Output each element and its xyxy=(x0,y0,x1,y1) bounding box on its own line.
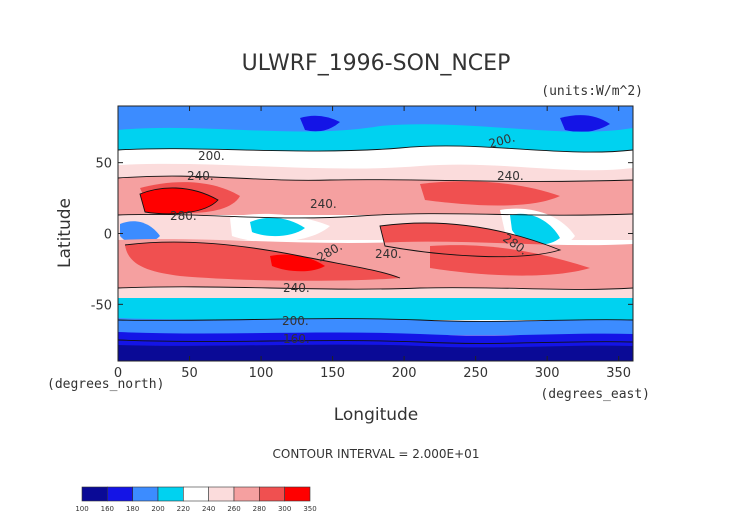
contour-label: 200. xyxy=(198,149,225,163)
south-warm-region xyxy=(125,242,400,281)
x-tick-label: 250 xyxy=(463,366,488,381)
contour-label: 240. xyxy=(187,169,214,183)
x-unit-label: (degrees_east) xyxy=(540,387,650,402)
north-warm-region-2 xyxy=(420,181,560,206)
band-south-pink xyxy=(118,286,633,300)
colorbar-tick-label: 350 xyxy=(303,505,316,513)
y-unit-label: (degrees_north) xyxy=(47,377,164,392)
colorbar-tick-label: 160 xyxy=(101,505,114,513)
colorbar-tick-label: 300 xyxy=(278,505,291,513)
equatorial-convection-3 xyxy=(120,221,160,245)
colorbar-swatch xyxy=(183,486,209,502)
x-tick-label: 150 xyxy=(320,366,345,381)
south-hot-region xyxy=(270,254,325,272)
colorbar-swatch xyxy=(81,486,108,502)
contour-label: 200. xyxy=(282,314,309,328)
colorbar-tick-label: 280 xyxy=(253,505,266,513)
contour-label: 240. xyxy=(310,197,337,211)
y-tick-label: 0 xyxy=(104,228,112,243)
contour-label: 160. xyxy=(283,332,310,346)
contour-interval-label: CONTOUR INTERVAL = 2.000E+01 xyxy=(273,447,480,461)
x-tick-label: 50 xyxy=(181,366,198,381)
band-south-blue xyxy=(118,318,633,335)
contour-label: 280. xyxy=(170,209,197,223)
x-axis: 0 50 100 150 200 250 300 350 xyxy=(114,106,631,381)
y-tick-label: -50 xyxy=(91,298,112,313)
colorbar-swatch xyxy=(259,486,285,502)
colorbar-tick-label: 240 xyxy=(202,505,215,513)
band-south-polar xyxy=(118,344,633,361)
contour-label: 240. xyxy=(375,247,402,261)
south-warm-region-2 xyxy=(430,245,590,276)
contour-field: 200. 240. 280. 240. 280. 240. 200. 240. … xyxy=(118,106,633,361)
colorbar-tick-label: 100 xyxy=(75,505,88,513)
y-axis: 50 0 -50 xyxy=(91,157,633,313)
colorbar: 100 160 180 200 220 240 260 280 300 350 xyxy=(75,486,317,513)
contour-label: 240. xyxy=(497,169,524,183)
north-hot-region xyxy=(140,187,218,214)
colorbar-swatch xyxy=(208,486,235,502)
chart-title: ULWRF_1996-SON_NCEP xyxy=(242,51,511,76)
contour-lines xyxy=(118,145,633,344)
x-tick-label: 0 xyxy=(114,366,122,381)
colorbar-swatch xyxy=(157,486,184,502)
x-tick-label: 300 xyxy=(535,366,560,381)
colorbar-swatch xyxy=(107,486,133,502)
colorbar-swatch xyxy=(284,486,311,502)
north-dark-patch xyxy=(300,115,340,132)
colorbar-tick-label: 200 xyxy=(151,505,164,513)
colorbar-tick-label: 180 xyxy=(126,505,139,513)
contour-label: 240. xyxy=(283,281,310,295)
units-label: (units:W/m^2) xyxy=(541,84,643,99)
y-axis-title: Latitude xyxy=(55,198,75,268)
y-tick-label: 50 xyxy=(95,157,112,172)
colorbar-tick-label: 260 xyxy=(227,505,240,513)
colorbar-tick-label: 220 xyxy=(177,505,190,513)
colorbar-swatch xyxy=(132,486,159,502)
equatorial-convection xyxy=(250,217,305,237)
contour-label: 200. xyxy=(487,130,516,150)
north-dark-patch xyxy=(560,115,610,132)
x-tick-label: 350 xyxy=(606,366,631,381)
x-axis-title: Longitude xyxy=(334,405,419,425)
x-tick-label: 200 xyxy=(392,366,417,381)
colorbar-swatch xyxy=(233,486,260,502)
band-south-cyan xyxy=(118,298,633,320)
x-tick-label: 100 xyxy=(249,366,274,381)
